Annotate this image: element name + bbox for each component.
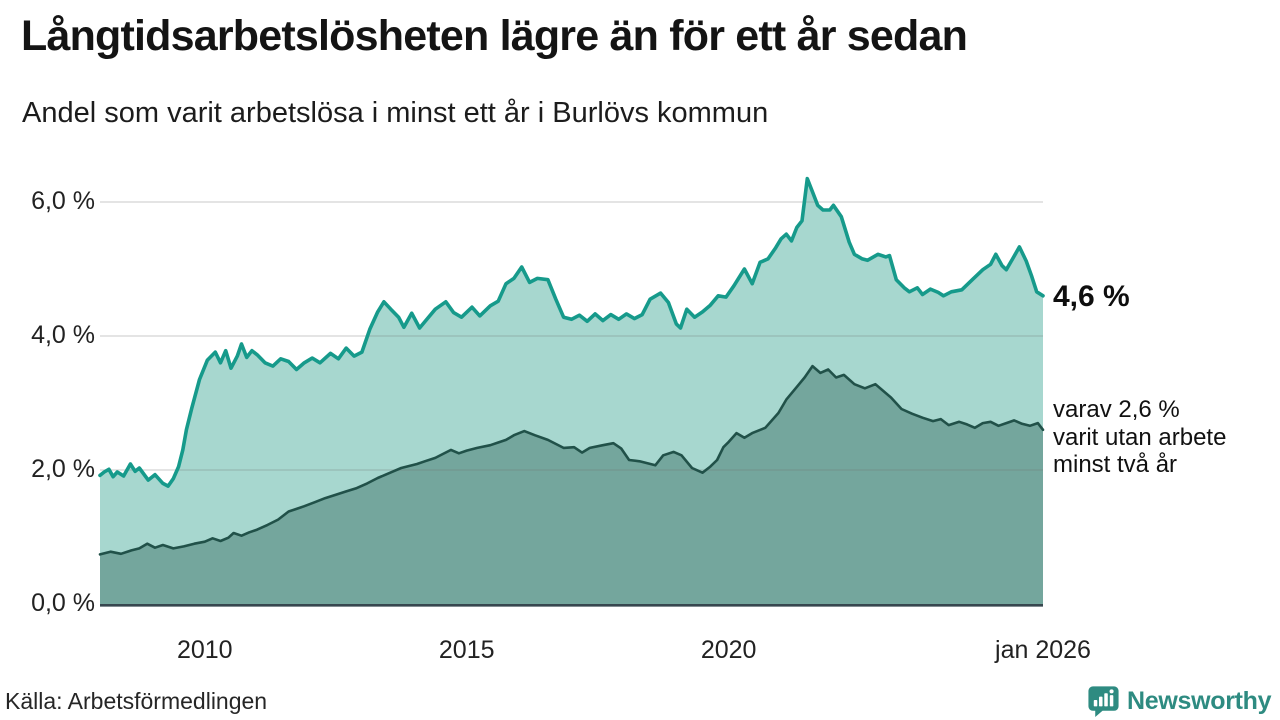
y-tick-label: 4,0 % bbox=[31, 321, 95, 349]
x-tick-label: 2010 bbox=[176, 636, 233, 664]
latest-value-label: 4,6 % bbox=[1053, 280, 1130, 313]
newsworthy-wordmark: Newsworthy bbox=[1127, 687, 1272, 715]
source-note: Källa: Arbetsförmedlingen bbox=[5, 688, 268, 714]
chart-subtitle: Andel som varit arbetslösa i minst ett å… bbox=[22, 97, 769, 129]
x-tick-label: 2020 bbox=[700, 636, 757, 664]
newsworthy-bubble-chart-icon bbox=[1088, 686, 1119, 718]
newsworthy-logo: Newsworthy bbox=[1086, 684, 1272, 719]
x-tick-label: 2015 bbox=[438, 636, 495, 664]
secondary-series-label-line1: varav 2,6 % bbox=[1053, 396, 1180, 423]
x-tick-label: jan 2026 bbox=[995, 636, 1091, 664]
secondary-series-label-line3: minst två år bbox=[1053, 451, 1178, 478]
y-tick-label: 6,0 % bbox=[31, 187, 95, 215]
y-tick-label: 2,0 % bbox=[31, 455, 95, 483]
y-tick-label: 0,0 % bbox=[31, 589, 95, 617]
secondary-series-label-line2: varit utan arbete bbox=[1053, 423, 1227, 451]
page-title: Långtidsarbetslösheten lägre än för ett … bbox=[21, 12, 968, 60]
secondary-series-label: varav 2,6 % varit utan arbete minst två … bbox=[1053, 396, 1226, 479]
